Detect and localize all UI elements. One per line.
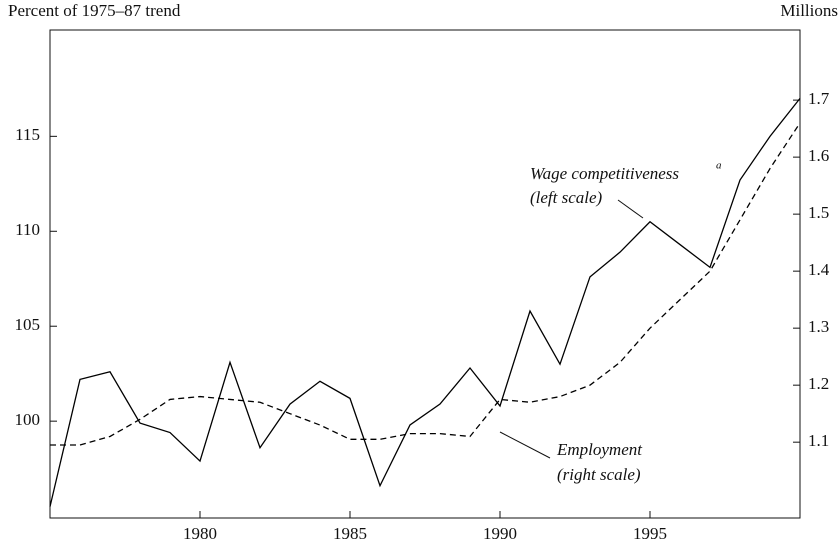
y2-tick-label: 1.1 <box>808 431 829 450</box>
annotation: Employment <box>556 440 643 459</box>
series-line <box>50 122 801 446</box>
y2-axis-label: Millions <box>780 1 838 20</box>
x-tick-label: 1985 <box>333 524 367 543</box>
annotation: Wage competitiveness <box>530 164 679 183</box>
y2-tick-label: 1.5 <box>808 203 829 222</box>
y-tick-label: 100 <box>15 410 41 429</box>
y2-tick-label: 1.3 <box>808 317 829 336</box>
x-tick-label: 1995 <box>633 524 667 543</box>
series-line <box>49 97 801 507</box>
annotation: (left scale) <box>530 188 603 207</box>
y-tick-label: 105 <box>15 315 41 334</box>
annotation-superscript: a <box>716 160 722 172</box>
x-tick-label: 1990 <box>483 524 517 543</box>
y2-tick-label: 1.2 <box>808 374 829 393</box>
plot-frame <box>49 29 801 519</box>
y2-tick-label: 1.6 <box>808 146 829 165</box>
y-tick-label: 110 <box>15 220 40 239</box>
leader-line <box>617 199 644 219</box>
annotation: (right scale) <box>557 465 641 484</box>
y-axis-label: Percent of 1975–87 trend <box>8 1 181 20</box>
y2-tick-label: 1.4 <box>808 260 830 279</box>
y2-tick-label: 1.7 <box>808 89 830 108</box>
leader-line <box>499 431 551 459</box>
y-tick-label: 115 <box>15 125 40 144</box>
x-tick-label: 1980 <box>183 524 217 543</box>
